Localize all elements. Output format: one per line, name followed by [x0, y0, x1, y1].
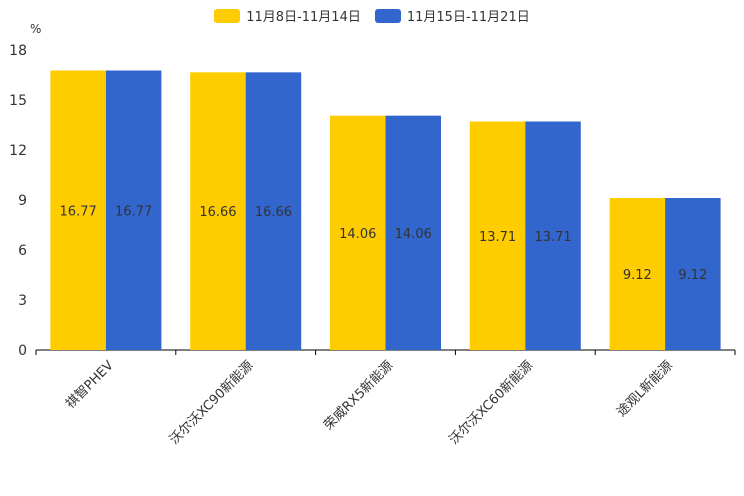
y-tick-label: 0 — [18, 343, 27, 359]
x-tick-label: 途观L新能源 — [614, 358, 676, 420]
bar-data-label: 14.06 — [395, 227, 432, 242]
legend-swatch-series-1 — [214, 8, 241, 23]
y-tick-label: 3 — [18, 293, 27, 309]
y-tick-label: 6 — [18, 243, 27, 259]
bar-2 — [105, 70, 162, 350]
bar-data-label: 16.66 — [199, 205, 236, 220]
bar-data-label: 13.71 — [534, 230, 571, 245]
bar-data-label: 13.71 — [479, 230, 516, 245]
bar-1 — [609, 198, 666, 350]
x-tick-label: 荣威RX5新能源 — [321, 358, 397, 434]
legend-label-series-2: 11月15日-11月21日 — [406, 10, 530, 25]
bar-1 — [50, 70, 106, 350]
bar-1 — [469, 121, 526, 350]
y-tick-label: 15 — [9, 93, 27, 109]
x-tick-label: 沃尔沃XC60新能源 — [446, 358, 536, 448]
bar-data-label: 14.06 — [339, 227, 376, 242]
bar-data-label: 16.77 — [115, 204, 152, 219]
bar-2 — [385, 115, 441, 351]
y-tick-label: 12 — [9, 143, 27, 159]
x-tick-label: 祺智PHEV — [63, 358, 117, 412]
bar-2 — [665, 198, 721, 350]
legend-item-series-1[interactable]: 11月8日-11月14日 — [214, 6, 361, 25]
legend-item-series-2[interactable]: 11月15日-11月21日 — [374, 6, 530, 25]
x-tick-label: 沃尔沃XC90新能源 — [166, 358, 256, 448]
y-axis-unit: % — [30, 22, 42, 36]
bar-2 — [245, 72, 302, 350]
y-tick-label: 9 — [18, 193, 27, 209]
legend-swatch-series-2 — [374, 8, 401, 23]
legend-label-series-1: 11月8日-11月14日 — [246, 10, 361, 25]
bar-data-label: 9.12 — [623, 268, 652, 283]
bar-data-label: 9.12 — [678, 268, 707, 283]
bar-2 — [525, 121, 581, 350]
bar-1 — [330, 115, 386, 351]
bar-1 — [190, 72, 246, 350]
legend: 11月8日-11月14日 11月15日-11月21日 — [0, 6, 744, 25]
bar-data-label: 16.77 — [60, 204, 97, 219]
y-tick-label: 18 — [9, 43, 27, 59]
bar-data-label: 16.66 — [255, 205, 292, 220]
